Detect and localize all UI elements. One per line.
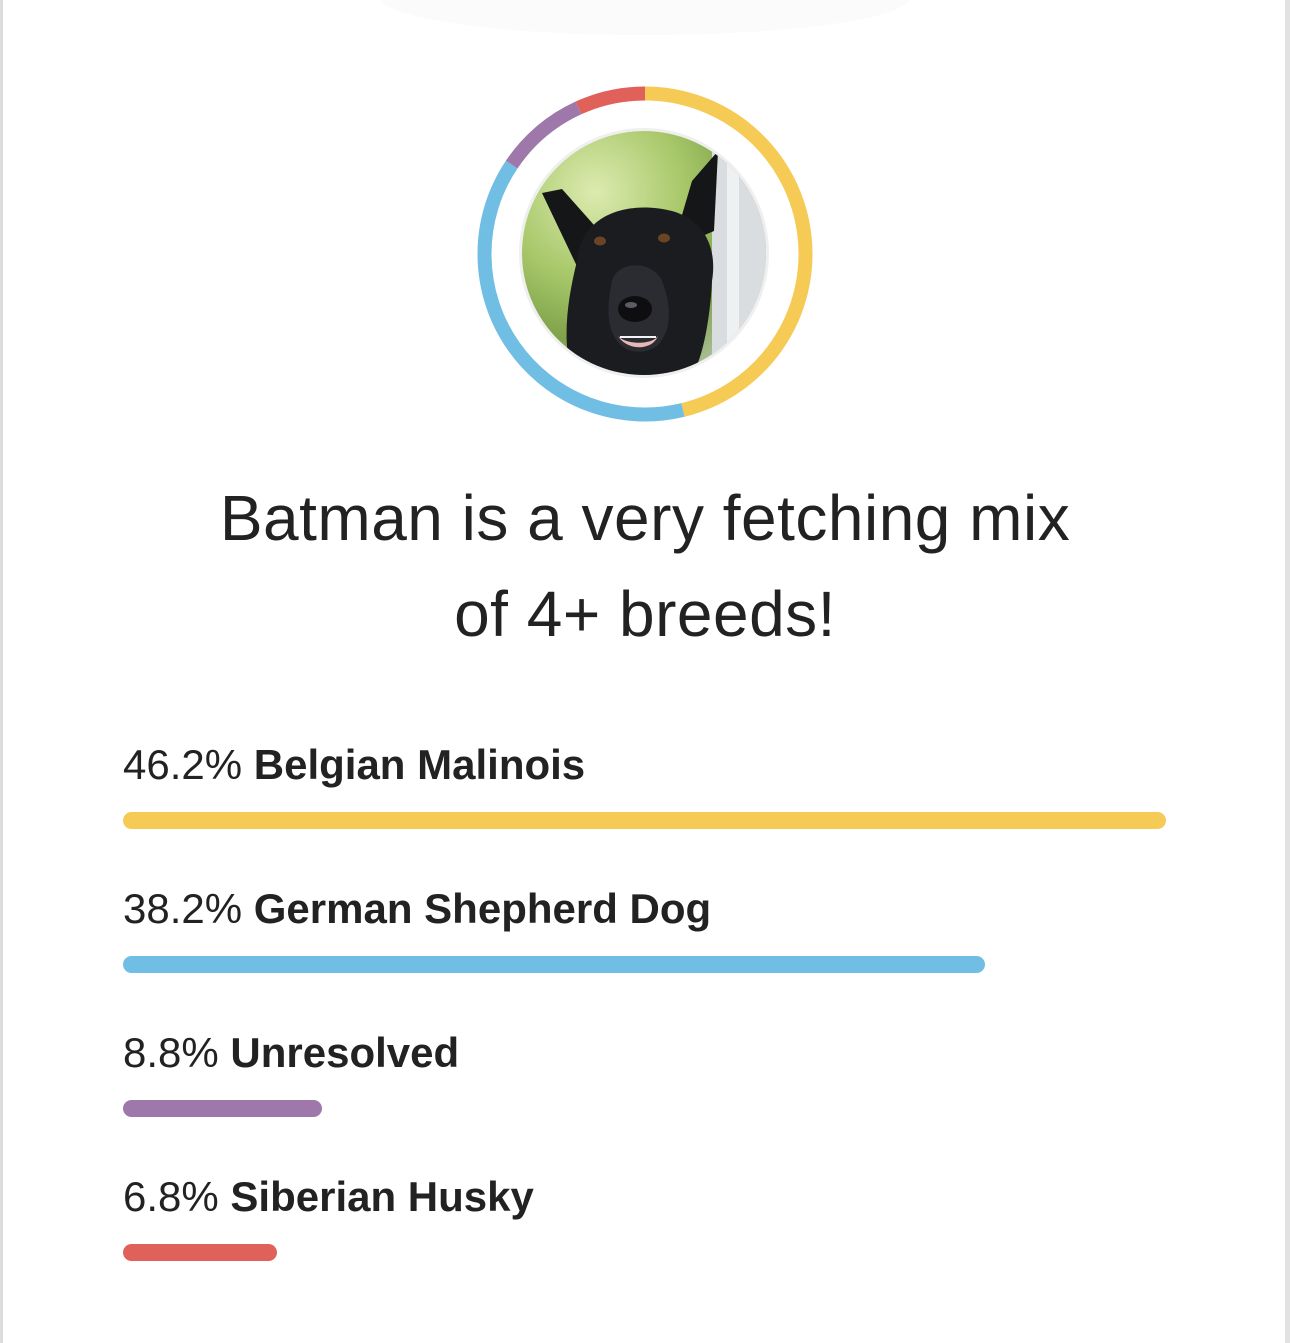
dog-face-illustration bbox=[542, 131, 766, 375]
breed-label: 6.8% Siberian Husky bbox=[123, 1172, 534, 1222]
breed-row-siberian-husky: 6.8% Siberian Husky bbox=[123, 1172, 534, 1261]
breed-bar bbox=[123, 956, 985, 973]
breed-label: 46.2% Belgian Malinois bbox=[123, 740, 585, 790]
breed-percentage: 8.8% bbox=[123, 1029, 219, 1076]
breed-percentage: 38.2% bbox=[123, 885, 243, 932]
donut-segment bbox=[575, 86, 646, 115]
breed-row-unresolved: 8.8% Unresolved bbox=[123, 1028, 459, 1117]
page-left-border bbox=[0, 0, 3, 1343]
breed-label: 38.2% German Shepherd Dog bbox=[123, 884, 711, 934]
dog-photo bbox=[522, 131, 766, 375]
breed-percentage: 6.8% bbox=[123, 1173, 219, 1220]
headline-line-2: of 4+ breeds! bbox=[454, 578, 836, 650]
breed-donut-chart bbox=[477, 86, 813, 422]
breed-row-german-shepherd-dog: 38.2% German Shepherd Dog bbox=[123, 884, 985, 973]
top-card-shadow bbox=[380, 0, 910, 35]
breed-bar bbox=[123, 812, 1166, 829]
donut-segment bbox=[477, 160, 685, 422]
breed-mix-headline: Batman is a very fetching mix of 4+ bree… bbox=[0, 470, 1290, 662]
breed-bar bbox=[123, 1100, 322, 1117]
breed-percentage: 46.2% bbox=[123, 741, 243, 788]
breed-name: German Shepherd Dog bbox=[253, 885, 712, 932]
donut-segment bbox=[644, 86, 813, 417]
page-right-border bbox=[1285, 0, 1290, 1343]
breed-name: Belgian Malinois bbox=[253, 741, 586, 788]
breed-label: 8.8% Unresolved bbox=[123, 1028, 459, 1078]
donut-segment bbox=[505, 101, 582, 169]
donut-ring bbox=[477, 86, 813, 422]
breed-row-belgian-malinois: 46.2% Belgian Malinois bbox=[123, 740, 1166, 829]
breed-name: Siberian Husky bbox=[230, 1173, 534, 1220]
breed-bar bbox=[123, 1244, 277, 1261]
headline-line-1: Batman is a very fetching mix bbox=[219, 482, 1071, 554]
breed-name: Unresolved bbox=[230, 1029, 460, 1076]
